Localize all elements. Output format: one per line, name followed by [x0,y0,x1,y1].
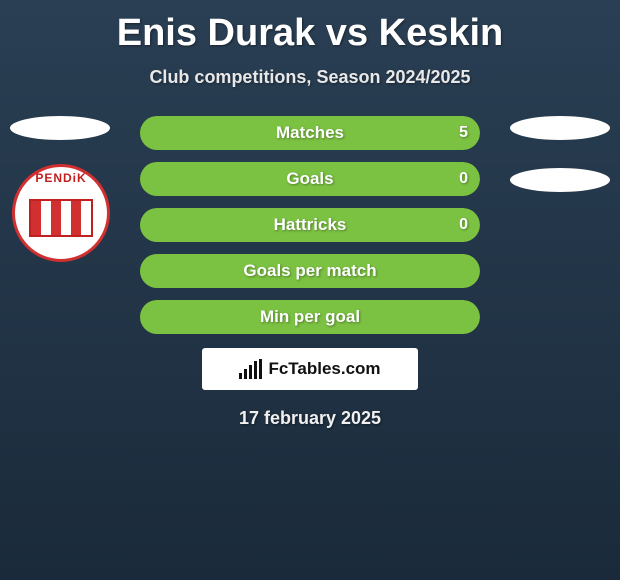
stat-row: Goals 0 [140,162,480,196]
stat-label: Min per goal [260,307,360,327]
club-badge-text: PENDiK [21,171,101,185]
stat-label: Goals [286,169,333,189]
stat-label: Hattricks [274,215,347,235]
stat-row: Min per goal [140,300,480,334]
club-badge-right-placeholder [510,168,610,192]
stat-value-right: 5 [459,124,468,142]
stat-label: Matches [276,123,344,143]
stat-value-right: 0 [459,216,468,234]
stats-area: PENDiK Matches 5 Goals 0 Hattricks 0 Goals per… [0,116,620,334]
subtitle: Club competitions, Season 2024/2025 [0,67,620,88]
club-badge-left: PENDiK [12,164,110,262]
club-badge-stripes [29,199,93,237]
stat-row: Hattricks 0 [140,208,480,242]
stat-label: Goals per match [243,261,376,281]
brand-box: FcTables.com [202,348,418,390]
brand-text: FcTables.com [268,359,380,379]
brand-bars-icon [239,359,262,379]
stat-row: Goals per match [140,254,480,288]
page-title: Enis Durak vs Keskin [0,0,620,55]
date-text: 17 february 2025 [0,408,620,429]
player-avatar-right-placeholder [510,116,610,140]
player-avatar-left-placeholder [10,116,110,140]
stat-row: Matches 5 [140,116,480,150]
stat-value-right: 0 [459,170,468,188]
